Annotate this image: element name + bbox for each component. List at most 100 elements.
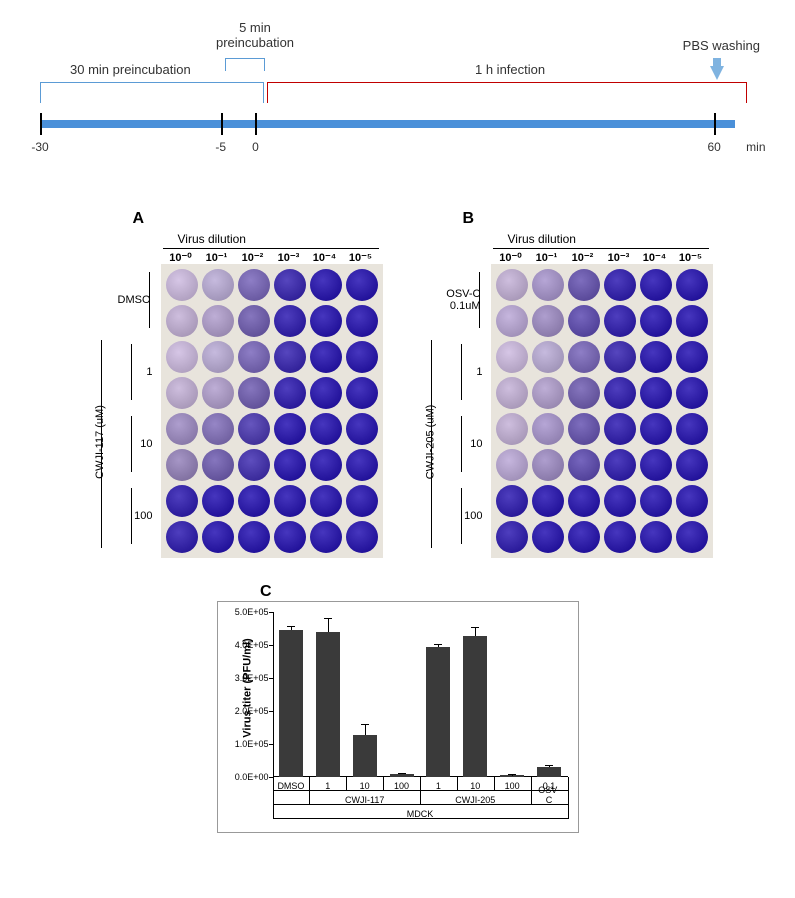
well xyxy=(238,341,270,373)
well xyxy=(532,377,564,409)
y-tick-label: 5.0E+05 xyxy=(235,607,273,617)
chart-bar xyxy=(316,632,340,777)
well xyxy=(496,269,528,301)
chart-plot-area: 0.0E+001.0E+052.0E+053.0E+054.0E+055.0E+… xyxy=(273,612,568,777)
well xyxy=(568,485,600,517)
tick-neg5: -5 xyxy=(215,140,226,154)
well xyxy=(532,305,564,337)
well xyxy=(202,269,234,301)
well xyxy=(238,305,270,337)
well xyxy=(676,485,708,517)
panel-a: AVirus dilution10⁻⁰10⁻¹10⁻²10⁻³10⁻⁴10⁻⁵D… xyxy=(83,210,383,558)
preinc-5min-label: 5 min preincubation xyxy=(205,20,305,50)
well xyxy=(496,449,528,481)
pbs-arrow xyxy=(710,66,724,80)
well xyxy=(676,413,708,445)
well xyxy=(274,449,306,481)
well xyxy=(166,341,198,373)
panel-letter: A xyxy=(133,210,145,228)
well xyxy=(496,413,528,445)
well xyxy=(238,269,270,301)
well xyxy=(532,521,564,553)
well xyxy=(496,305,528,337)
tick-0: 0 xyxy=(252,140,259,154)
well xyxy=(640,269,672,301)
well xyxy=(310,449,342,481)
well xyxy=(166,449,198,481)
well xyxy=(346,305,378,337)
y-tick-label: 1.0E+05 xyxy=(235,739,273,749)
well xyxy=(202,305,234,337)
bar-chart: Virus titer (PFU/ml) 0.0E+001.0E+052.0E+… xyxy=(217,601,579,833)
dilution-label: 10⁻¹ xyxy=(529,251,565,264)
plate-panels-row: AVirus dilution10⁻⁰10⁻¹10⁻²10⁻³10⁻⁴10⁻⁵D… xyxy=(20,210,775,558)
plate-grid xyxy=(161,264,383,558)
control-label: OSV-C 0.1uM xyxy=(413,264,491,336)
well xyxy=(676,341,708,373)
error-bar xyxy=(328,619,329,632)
dilution-label: 10⁻⁵ xyxy=(673,251,709,264)
well xyxy=(568,521,600,553)
well xyxy=(568,269,600,301)
well xyxy=(202,485,234,517)
chart-bar xyxy=(426,647,450,777)
well xyxy=(496,341,528,373)
well xyxy=(346,521,378,553)
bracket-infection xyxy=(267,82,747,103)
well xyxy=(346,341,378,373)
well xyxy=(166,305,198,337)
panel-c-letter: C xyxy=(260,583,272,601)
well xyxy=(238,449,270,481)
tick-neg30: -30 xyxy=(31,140,48,154)
well xyxy=(202,521,234,553)
well xyxy=(166,521,198,553)
dilution-col-labels: 10⁻⁰10⁻¹10⁻²10⁻³10⁻⁴10⁻⁵ xyxy=(493,248,709,264)
well xyxy=(274,485,306,517)
well xyxy=(238,485,270,517)
well xyxy=(310,521,342,553)
dilution-label: 10⁻⁰ xyxy=(163,251,199,264)
well xyxy=(604,449,636,481)
compound-label-wrap: CWJI-117 (uM)110100 xyxy=(83,336,161,552)
well xyxy=(640,377,672,409)
well xyxy=(310,485,342,517)
conc-label: 100 xyxy=(464,480,482,552)
pbs-label: PBS washing xyxy=(683,38,760,53)
well xyxy=(346,449,378,481)
well xyxy=(604,305,636,337)
well xyxy=(532,413,564,445)
well xyxy=(640,449,672,481)
well xyxy=(676,377,708,409)
well xyxy=(640,413,672,445)
conc-label: 10 xyxy=(470,408,482,480)
dilution-label: 10⁻⁴ xyxy=(637,251,673,264)
well xyxy=(166,413,198,445)
y-tick-label: 4.0E+05 xyxy=(235,640,273,650)
timeline-diagram: 5 min preincubation 30 min preincubation… xyxy=(20,20,775,190)
well xyxy=(604,377,636,409)
compound-vertical-label: CWJI-117 (uM) xyxy=(93,405,105,479)
dilution-label: 10⁻² xyxy=(235,251,271,264)
conc-label: 10 xyxy=(140,408,152,480)
y-axis-label: Virus titer (PFU/ml) xyxy=(241,638,253,737)
dilution-label: 10⁻⁴ xyxy=(307,251,343,264)
error-bar xyxy=(365,725,366,735)
well xyxy=(238,377,270,409)
well xyxy=(238,521,270,553)
well xyxy=(568,341,600,373)
plate-body: OSV-C 0.1uMCWJI-205 (uM)110100 xyxy=(413,264,713,558)
panel-b: BVirus dilution10⁻⁰10⁻¹10⁻²10⁻³10⁻⁴10⁻⁵O… xyxy=(413,210,713,558)
row-labels: DMSOCWJI-117 (uM)110100 xyxy=(83,264,161,558)
well xyxy=(568,413,600,445)
preinc-30min-label: 30 min preincubation xyxy=(70,62,191,77)
dilution-label: 10⁻³ xyxy=(271,251,307,264)
well xyxy=(202,377,234,409)
well xyxy=(568,305,600,337)
well xyxy=(166,377,198,409)
timeline-bar: -30 -5 0 60 min xyxy=(40,120,735,128)
well xyxy=(274,413,306,445)
bracket-5min xyxy=(225,58,265,71)
well xyxy=(640,305,672,337)
well xyxy=(274,305,306,337)
chart-bar xyxy=(390,774,414,777)
